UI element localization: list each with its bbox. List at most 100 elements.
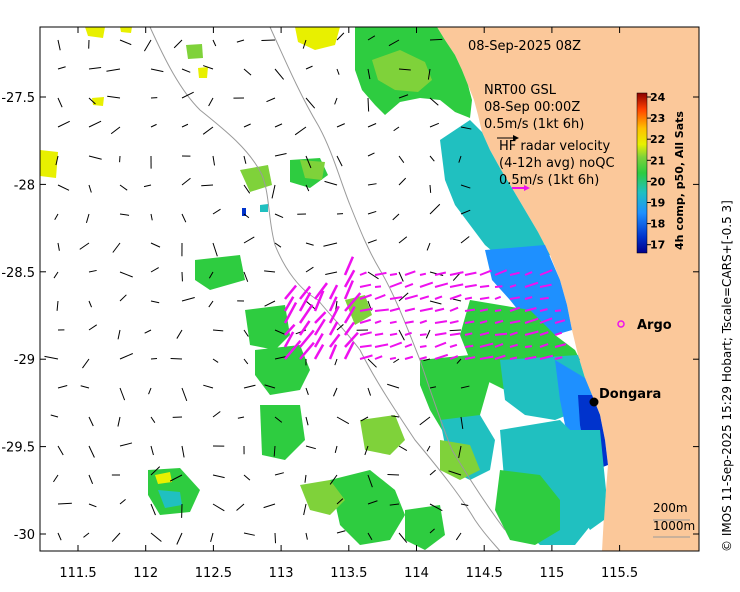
model-vector [143,184,152,188]
model-vector [202,65,214,70]
model-vector [274,532,277,544]
colorbar-title: 4h comp, p50, All Sats [673,111,686,250]
hf-vector [359,307,373,312]
hf-vector [404,283,414,288]
hf-vector [479,331,490,336]
land-area [437,27,699,551]
model-vector [83,532,90,538]
model-vector [294,126,307,136]
x-tick-label: 113.5 [330,566,367,581]
hf-vector [554,319,566,324]
hf-vector [434,295,443,300]
model-vector [398,292,409,302]
hf-vector [328,296,338,312]
model-vector [264,384,276,389]
model-vector [398,445,408,452]
model-vector [367,239,377,244]
model-vector [119,184,128,191]
model-vector [305,65,313,70]
model-vector [181,387,188,402]
hf-vector [419,307,433,312]
model-vector [336,416,350,425]
model-vector [88,97,96,105]
hf-vector [389,296,403,300]
hf-vector [328,305,340,324]
colorbar-ticks: 24 23 22 21 20 19 18 17 [647,91,666,252]
hf-label-1: HF radar velocity [499,139,611,154]
hf-vector [449,343,458,348]
hf-vector [359,293,372,300]
model-vector [460,126,472,130]
model-vector [398,68,411,71]
hf-vector [494,354,506,360]
model-vector [88,184,92,193]
model-vector [274,472,284,476]
model-vector [360,416,369,422]
hf-vector [404,331,412,336]
model-vector [107,95,121,99]
model-vector [243,184,251,194]
model-vector [55,155,59,166]
hf-vector [389,307,401,312]
model-vector [169,474,183,482]
model-vector [181,213,187,223]
hf-vector [539,354,554,360]
hf-vector [464,308,476,312]
model-vector [452,298,462,302]
model-vector [144,329,152,334]
model-vector [427,68,431,80]
model-vector [112,242,121,253]
hf-vector [359,318,372,324]
credit-text: © IMOS 11-Sep-2025 15:29 Hobart; Tscale=… [720,200,734,552]
model-vector [150,213,153,221]
hf-radar-vectors [283,256,567,360]
model-vector [212,39,217,47]
hf-vector [419,356,427,360]
model-vector [236,503,245,511]
hf-vector [299,285,312,300]
hf-vector [344,292,362,312]
model-vector [202,126,214,135]
model-vector [429,38,443,41]
model-vector [367,183,377,186]
model-vector [243,271,249,282]
hf-vector [494,332,508,336]
model-vector [429,503,443,512]
model-vector [305,97,316,109]
y-axis-ticks: -27.5 -28 -28.5 -29 -29.5 -30 [1,91,699,543]
model-vector [54,213,59,220]
depth-label-200m: 200m [653,501,688,515]
model-vector [324,180,338,186]
model-vector [398,329,405,341]
hf-vector [554,343,567,348]
model-vector [398,177,407,186]
model-vector [336,324,344,331]
model-vector [398,155,405,164]
colorbar-tick-label: 20 [650,175,666,188]
hf-vector [314,282,328,300]
hf-vector [539,283,552,288]
model-vector [53,474,59,483]
depth-label-1000m: 1000m [653,519,695,533]
model-vector [243,155,247,164]
hf-vector [434,271,447,276]
model-vector [426,242,431,251]
model-scale-label: 0.5m/s (1kt 6h) [484,117,584,132]
colorbar-tick-label: 22 [650,133,665,146]
model-vector [212,155,216,166]
model-vector [212,503,225,512]
sst-patches [40,27,608,550]
hf-vector [283,296,295,312]
model-vector [329,474,338,485]
hf-vector [434,353,449,360]
model-vector [57,97,63,108]
model-vector [56,300,59,311]
model-vector [57,445,64,456]
model-vector [181,296,195,302]
model-vector [119,271,133,278]
hf-vector [464,296,473,300]
hf-vector [494,269,508,276]
model-vector [456,358,462,364]
model-vector [170,357,183,360]
model-vector [367,152,375,157]
